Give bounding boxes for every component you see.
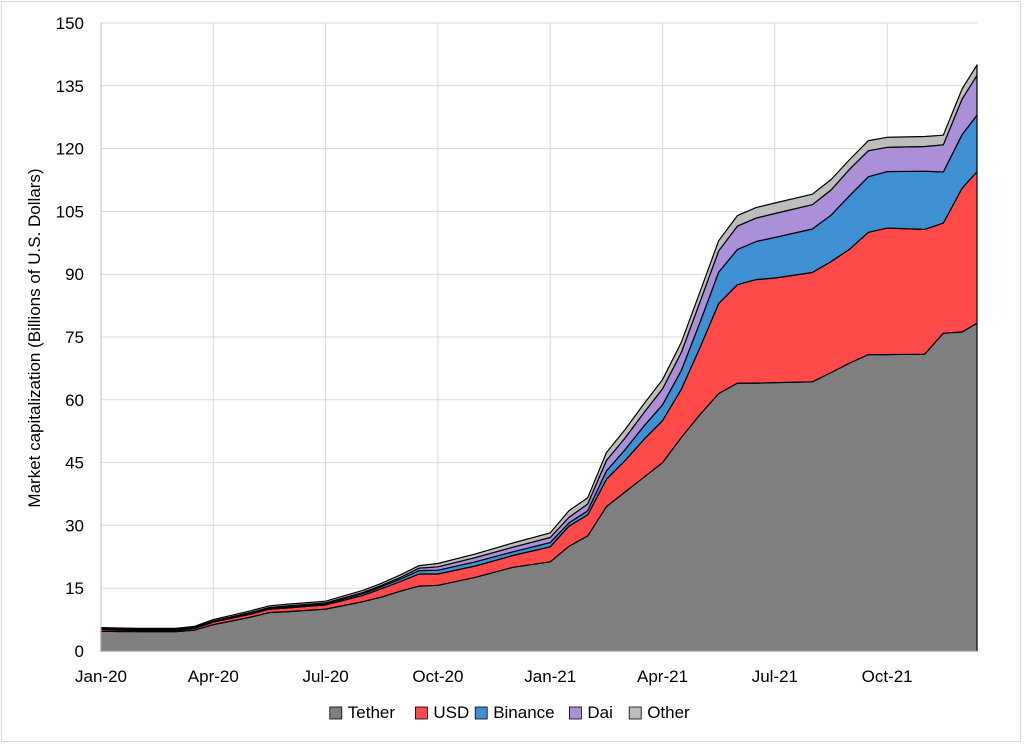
y-tick-label: 150 <box>56 14 84 33</box>
area-other <box>100 64 978 631</box>
legend-item-usd: USD <box>414 703 469 722</box>
legend-item-dai: Dai <box>569 703 613 722</box>
x-tick-label: Apr-21 <box>637 667 688 686</box>
y-tick-label: 90 <box>65 265 84 284</box>
y-tick-label: 120 <box>56 140 84 159</box>
y-tick-label: 60 <box>65 391 84 410</box>
legend-label: Other <box>647 703 690 722</box>
legend-item-binance: Binance <box>474 703 555 722</box>
x-tick-label: Apr-20 <box>188 667 239 686</box>
y-tick-label: 105 <box>56 202 84 221</box>
y-tick-labels: 0 15 30 45 60 75 90 105 120 135 150 <box>56 14 84 661</box>
x-tick-label: Jul-20 <box>302 667 348 686</box>
legend-label: Dai <box>587 703 613 722</box>
y-tick-label: 135 <box>56 77 84 96</box>
area-tether <box>100 322 978 652</box>
legend-label: USD <box>433 703 469 722</box>
y-tick-label: 75 <box>65 328 84 347</box>
legend-item-other: Other <box>628 703 690 722</box>
legend: Tether USD Binance Dai Other <box>329 703 690 722</box>
x-tick-labels: Jan-20 Apr-20 Jul-20 Oct-20 Jan-21 Apr-21 Jul-… <box>75 667 913 686</box>
y-tick-label: 45 <box>65 454 84 473</box>
y-tick-label: 15 <box>65 579 84 598</box>
y-axis-label: Market capitalization (Billions of U.S. … <box>25 168 44 507</box>
legend-swatch <box>329 706 343 720</box>
legend-swatch <box>474 706 488 720</box>
y-tick-label: 30 <box>65 516 84 535</box>
legend-swatch <box>628 706 642 720</box>
axes <box>100 23 977 652</box>
legend-swatch <box>569 706 582 720</box>
legend-item-tether: Tether <box>329 703 396 722</box>
x-tick-label: Jul-21 <box>752 667 798 686</box>
y-tick-label: 0 <box>75 642 84 661</box>
area-series <box>100 64 978 652</box>
legend-label: Binance <box>493 703 554 722</box>
x-tick-label: Oct-21 <box>862 667 913 686</box>
x-tick-label: Oct-20 <box>412 667 463 686</box>
x-tick-label: Jan-20 <box>75 667 127 686</box>
legend-label: Tether <box>348 703 396 722</box>
legend-swatch <box>414 706 428 720</box>
x-tick-label: Jan-21 <box>524 667 576 686</box>
